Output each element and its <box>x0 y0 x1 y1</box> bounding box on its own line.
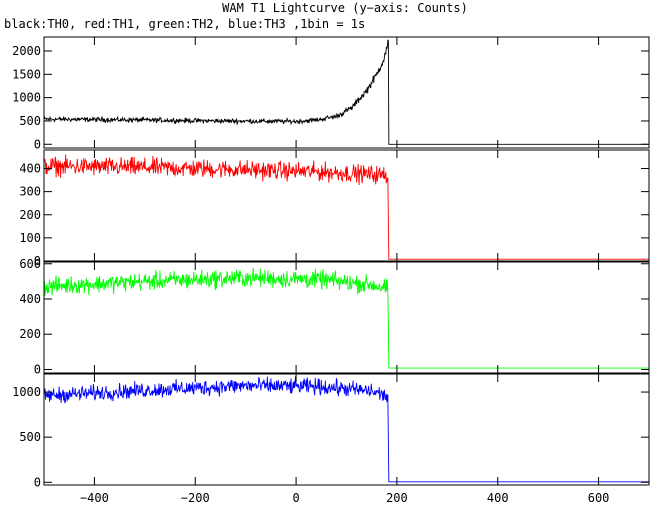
panel-th3: 0 500 1000 <box>12 373 650 489</box>
panels: 0500100015002000010020030040002004006000… <box>12 36 650 505</box>
panel-th0: 0 500 1000 1500 2000 <box>12 36 650 151</box>
y-tick-label: 400 <box>19 292 41 306</box>
y-tick-label: 1000 <box>12 385 41 399</box>
y-tick-label: 1500 <box>12 67 41 81</box>
y-tick-label: 0 <box>34 362 41 376</box>
x-tick-label: 600 <box>588 491 610 505</box>
y-tick-label: 400 <box>19 162 41 176</box>
y-tick-label: 100 <box>19 231 41 245</box>
panel-frame <box>43 261 650 374</box>
y-tick-label: 200 <box>19 208 41 222</box>
series-line-th0 <box>43 39 649 145</box>
x-tick-label: 0 <box>292 491 299 505</box>
x-tick-label: 200 <box>386 491 408 505</box>
y-tick-label: 500 <box>19 114 41 128</box>
y-tick-label: 300 <box>19 185 41 199</box>
series-line-th2 <box>43 267 649 369</box>
panel-th1: 0 100 200 300 400 <box>19 149 650 268</box>
series-line-th1 <box>43 154 649 260</box>
x-tick-label: −400 <box>80 491 109 505</box>
series-line-th3 <box>43 376 649 483</box>
chart-title: WAM T1 Lightcurve (y−axis: Counts) <box>222 1 468 15</box>
panel-th2: 0 200 400 600 <box>19 257 650 376</box>
y-tick-label: 1000 <box>12 91 41 105</box>
y-tick-label: 200 <box>19 327 41 341</box>
y-tick-label: 500 <box>19 430 41 444</box>
panel-frame <box>43 36 650 149</box>
y-tick-label: 0 <box>34 254 41 268</box>
x-tick-label: −200 <box>181 491 210 505</box>
y-tick-label: 600 <box>19 257 41 271</box>
chart-subtitle: black:TH0, red:TH1, green:TH2, blue:TH3 … <box>4 17 365 31</box>
y-tick-label: 2000 <box>12 44 41 58</box>
x-tick-label: 400 <box>487 491 509 505</box>
y-tick-label: 0 <box>34 137 41 151</box>
panel-frame <box>43 149 650 262</box>
panel-frame <box>43 373 650 486</box>
y-tick-label: 0 <box>34 475 41 489</box>
